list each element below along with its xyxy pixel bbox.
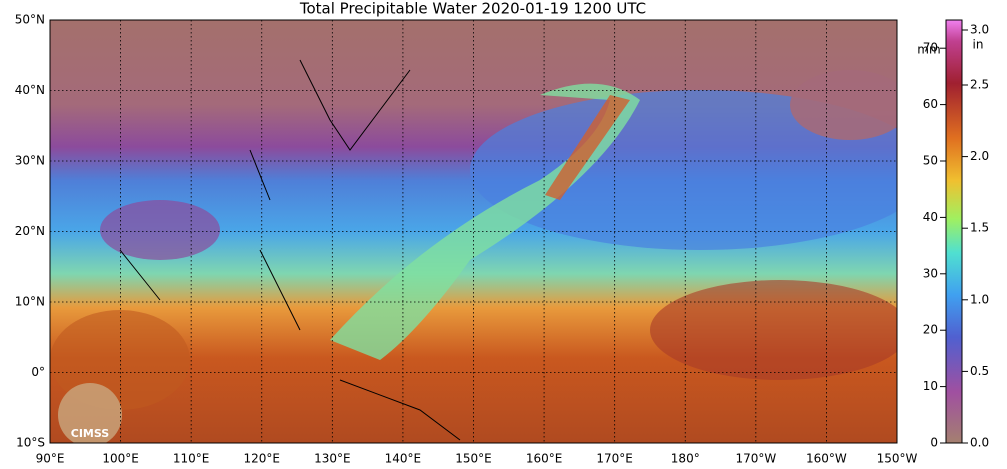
in-tick-label: 0.5 <box>970 364 989 378</box>
mm-tick-label: 60 <box>923 97 938 111</box>
latitude-label: 0° <box>31 365 45 379</box>
in-tick-label: 1.5 <box>970 221 989 235</box>
longitude-label: 180° <box>671 452 700 466</box>
mm-tick-label: 20 <box>923 323 938 337</box>
longitude-label: 120°E <box>244 452 281 466</box>
longitude-label: 110°E <box>173 452 210 466</box>
latitude-label: 10°S <box>16 436 45 450</box>
longitude-label: 90°E <box>36 452 65 466</box>
longitude-label: 160°W <box>806 452 847 466</box>
in-unit: in <box>973 38 984 52</box>
longitude-label: 140°E <box>385 452 422 466</box>
longitude-label: 100°E <box>102 452 139 466</box>
mm-tick-label: 40 <box>923 210 938 224</box>
latitude-label: 10°N <box>15 295 45 309</box>
in-tick-label: 0.0 <box>970 436 989 450</box>
map-image <box>50 20 897 443</box>
in-tick-label: 2.5 <box>970 78 989 92</box>
latitude-label: 50°N <box>15 13 45 27</box>
in-tick-label: 3.0 <box>970 23 989 37</box>
longitude-label: 170°E <box>596 452 633 466</box>
mm-unit: mm <box>917 43 940 57</box>
longitude-label: 130°E <box>314 452 351 466</box>
longitude-label: 170°W <box>735 452 776 466</box>
in-tick-label: 2.0 <box>970 149 989 163</box>
mm-tick-label: 30 <box>923 266 938 280</box>
logo-text: CIMSS <box>71 427 110 440</box>
longitude-label: 150°E <box>455 452 492 466</box>
latitude-label: 20°N <box>15 224 45 238</box>
title: Total Precipitable Water 2020-01-19 1200… <box>299 0 646 18</box>
latitude-label: 30°N <box>15 154 45 168</box>
in-tick-label: 1.0 <box>970 292 989 306</box>
longitude-label: 150°W <box>877 452 918 466</box>
colorbar <box>945 19 963 444</box>
longitude-label: 160°E <box>526 452 563 466</box>
mm-tick-label: 50 <box>923 154 938 168</box>
latitude-label: 40°N <box>15 83 45 97</box>
mm-tick-label: 70 <box>923 41 938 55</box>
mm-tick-label: 10 <box>923 379 938 393</box>
mm-tick-label: 0 <box>930 436 938 450</box>
